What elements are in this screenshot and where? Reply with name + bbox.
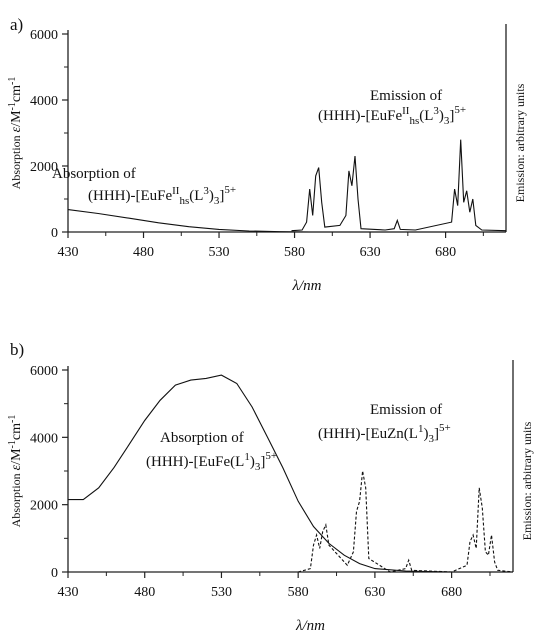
y-tick-label: 6000 [30, 364, 58, 379]
emission-annotation-formula-base: ) [423, 426, 428, 442]
emission-annotation-formula-sup: 1 [418, 423, 424, 435]
x-axis-label: λ/nm [292, 278, 322, 294]
absorption-annotation-title: Absorption of [52, 166, 136, 182]
x-tick-label: 530 [211, 585, 232, 600]
series-line-1 [67, 209, 506, 233]
y-tick-label: 2000 [30, 499, 58, 514]
x-tick-label: 430 [58, 585, 79, 600]
y-tick-label: 4000 [30, 431, 58, 446]
x-tick-label: 680 [435, 245, 456, 260]
emission-annotation-formula-sub: hs [409, 115, 419, 127]
x-axis-symbol: λ [292, 278, 300, 294]
y-axis-label: Absorption ε/M-1cm-1 [7, 415, 24, 528]
y-axis-word: Absorption [9, 132, 23, 189]
y-axis-exp: -1 [7, 440, 18, 448]
right-axis-label: Emission: arbitrary units [513, 83, 527, 202]
x-tick-label: 630 [364, 585, 385, 600]
y-axis-unit: cm [9, 85, 24, 102]
absorption-annotation-formula-base: ] [219, 188, 224, 204]
x-axis-unit: /nm [298, 278, 322, 294]
y-axis-symbol: ε [9, 464, 24, 470]
panel-label: a) [10, 15, 23, 34]
x-axis-label: λ/nm [295, 618, 325, 634]
y-axis-symbol: ε [9, 126, 24, 132]
y-axis-exp: -1 [7, 415, 18, 423]
x-tick-label: 480 [133, 245, 154, 260]
absorption-annotation-formula: (HHH)-[EuFeIIhs(L3)3]5+ [88, 184, 236, 207]
y-axis-unit: /M [9, 448, 24, 465]
emission-annotation-formula-base: ) [439, 108, 444, 124]
absorption-annotation-formula-base: (HHH)-[EuFe(L [146, 454, 244, 470]
y-tick-label: 0 [51, 566, 58, 581]
emission-annotation-formula-sub: 3 [444, 115, 450, 127]
y-tick-label: 6000 [30, 28, 58, 43]
series-line-2 [298, 470, 514, 573]
y-tick-label: 2000 [30, 160, 58, 175]
absorption-annotation-formula-base: ] [260, 454, 265, 470]
x-axis-unit: /nm [302, 618, 326, 634]
y-axis-word: Absorption [9, 470, 23, 527]
absorption-annotation-formula-base: ) [250, 454, 255, 470]
absorption-annotation-formula-sup: II [172, 185, 180, 197]
absorption-annotation-formula-sub: 3 [255, 461, 261, 473]
absorption-annotation-formula-sub: hs [179, 195, 189, 207]
absorption-annotation-formula: (HHH)-[EuFe(L1)3]5+ [146, 450, 277, 473]
x-tick-label: 680 [441, 585, 462, 600]
emission-annotation-formula-base: ] [449, 108, 454, 124]
emission-annotation-formula-sup: 3 [433, 105, 439, 117]
absorption-annotation-formula-sup: 1 [244, 451, 250, 463]
x-tick-label: 580 [284, 245, 305, 260]
emission-annotation-formula: (HHH)-[EuFeIIhs(L3)3]5+ [318, 104, 466, 127]
panel-a: a) 0 2000 4000 6000 430 480 530 580 630 680 λ/nm Abs… [7, 15, 527, 294]
emission-annotation-formula-sup: II [402, 105, 410, 117]
emission-annotation-formula-base: (HHH)-[EuFe [318, 108, 402, 124]
emission-annotation-formula-charge: 5+ [454, 104, 466, 116]
x-tick-label: 580 [288, 585, 309, 600]
right-axis-label: Emission: arbitrary units [520, 421, 534, 540]
absorption-annotation-formula-charge: 5+ [224, 184, 236, 196]
absorption-annotation-formula-sup: 3 [203, 185, 209, 197]
x-axis-symbol: λ [295, 618, 303, 634]
x-tick-label: 630 [360, 245, 381, 260]
x-tick-label: 530 [209, 245, 230, 260]
emission-annotation-formula: (HHH)-[EuZn(L1)3]5+ [318, 422, 451, 445]
x-tick-label: 480 [134, 585, 155, 600]
emission-annotation-title: Emission of [370, 88, 442, 104]
emission-annotation-formula-base: (L [419, 108, 433, 124]
y-axis-exp: -1 [7, 77, 18, 85]
absorption-annotation-formula-sub: 3 [214, 195, 220, 207]
y-axis-unit: /M [9, 110, 24, 127]
emission-annotation-formula-base: ] [434, 426, 439, 442]
panel-b: b) 0 2000 4000 6000 430 480 530 580 630 680 λ/nm Abs… [7, 340, 534, 634]
y-tick-label: 4000 [30, 94, 58, 109]
y-axis-unit: cm [9, 423, 24, 440]
x-tick-label: 430 [58, 245, 79, 260]
absorption-annotation-formula-base: (L [189, 188, 203, 204]
emission-annotation-formula-base: (HHH)-[EuZn(L [318, 426, 418, 442]
absorption-annotation-title: Absorption of [160, 430, 244, 446]
absorption-annotation-formula-charge: 5+ [265, 450, 277, 462]
y-tick-label: 0 [51, 226, 58, 241]
y-axis-label: Absorption ε/M-1cm-1 [7, 77, 24, 190]
emission-annotation-title: Emission of [370, 402, 442, 418]
emission-annotation-formula-charge: 5+ [439, 422, 451, 434]
series-line-2 [291, 139, 507, 232]
emission-annotation-formula-sub: 3 [428, 433, 434, 445]
series-line-1 [68, 374, 513, 573]
absorption-annotation-formula-base: ) [209, 188, 214, 204]
panel-label: b) [10, 340, 24, 359]
absorption-annotation-formula-base: (HHH)-[EuFe [88, 188, 172, 204]
y-axis-exp: -1 [7, 102, 18, 110]
